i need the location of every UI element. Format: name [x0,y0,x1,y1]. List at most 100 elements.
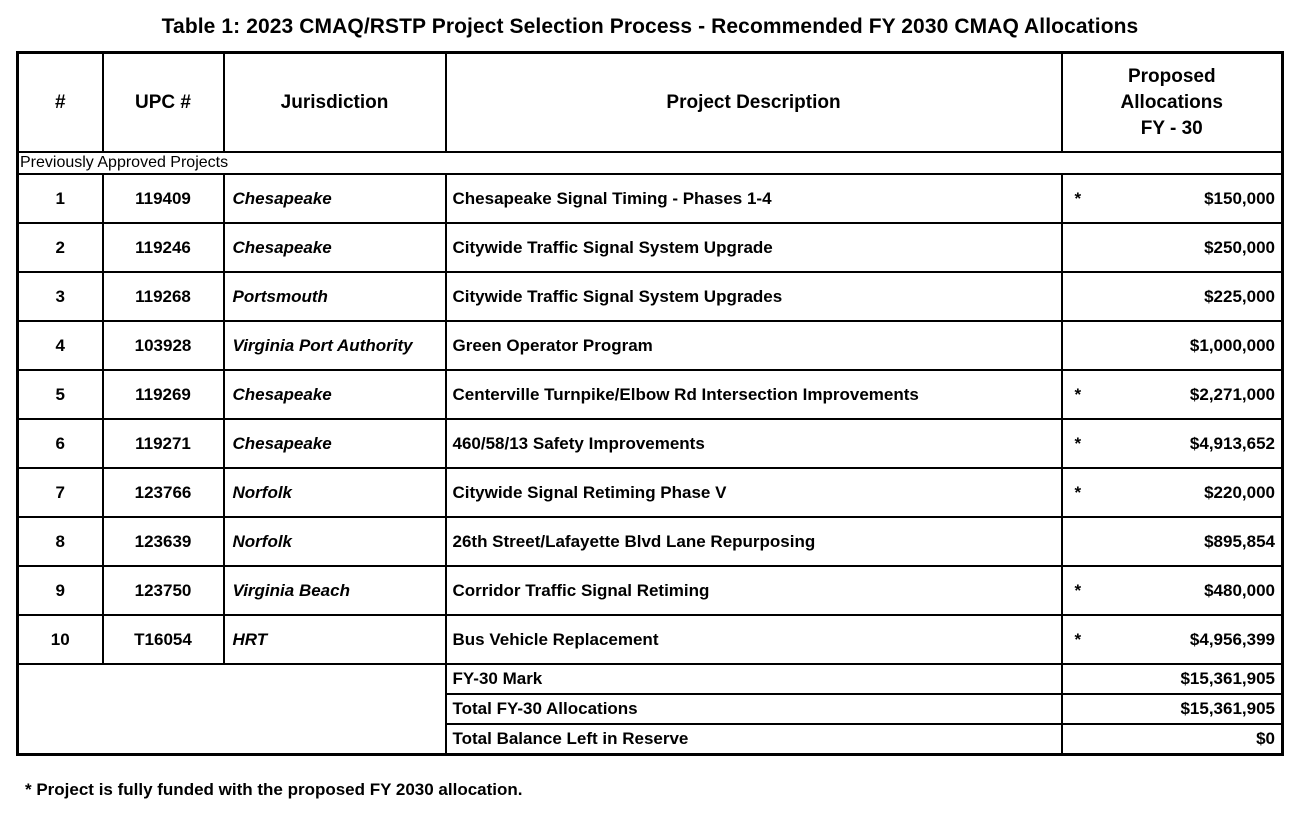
fully-funded-asterisk: * [1074,384,1082,404]
allocation-amount: $220,000 [1204,482,1275,502]
allocation-amount: $225,000 [1204,286,1275,306]
jurisdiction: Chesapeake [222,369,447,420]
upc-number: 119246 [101,222,225,273]
upc-number: 123639 [101,516,225,567]
fully-funded-asterisk: * [1074,482,1082,502]
summary-row-balance: Total Balance Left in Reserve $0 [18,723,1284,756]
summary-value: $15,361,905 [1060,693,1284,725]
footnote: * Project is fully funded with the propo… [25,780,523,799]
allocation-amount: $250,000 [1204,237,1275,257]
summary-row-mark: FY-30 Mark $15,361,905 [16,663,1284,756]
row-number: 7 [16,467,104,518]
upc-number: 119269 [101,369,225,420]
table-row-1: 1 119409 Chesapeake Chesapeake Signal Ti… [16,173,1284,224]
row-number: 8 [16,516,104,567]
table-row-8: 8 123639 Norfolk 26th Street/Lafayette B… [16,516,1284,567]
allocation-cell: * $2,271,000 [1060,369,1284,420]
allocation-amount: $2,271,000 [1189,384,1275,404]
fully-funded-asterisk: * [1074,433,1082,453]
allocation-amount: $895,854 [1204,531,1275,551]
row-number: 2 [16,222,104,273]
table-title: Table 1: 2023 CMAQ/RSTP Project Selectio… [161,15,1139,38]
project-description: Citywide Traffic Signal System Upgrade [444,222,1063,273]
jurisdiction: Norfolk [222,467,447,518]
allocation-cell: * $150,000 [1060,173,1284,224]
allocation-cell: $895,854 [1060,516,1284,567]
allocation-amount: $480,000 [1204,580,1275,600]
section-header-row: Previously Approved Projects [16,151,1284,175]
row-number: 6 [16,418,104,469]
column-header-row: # UPC # Jurisdiction Project Description… [16,51,1284,153]
project-description: Corridor Traffic Signal Retiming [444,565,1063,616]
table-row-2: 2 119246 Chesapeake Citywide Traffic Sig… [16,222,1284,273]
col-header-upc: UPC # [101,51,225,153]
allocation-cell: * $4,956,399 [1060,614,1284,665]
project-description: Chesapeake Signal Timing - Phases 1-4 [444,173,1063,224]
allocation-cell: $225,000 [1060,271,1284,322]
upc-number: 123750 [101,565,225,616]
upc-number: 119409 [101,173,225,224]
col-header-description: Project Description [444,51,1063,153]
project-description: 26th Street/Lafayette Blvd Lane Repurpos… [444,516,1063,567]
col-header-allocations-line1: Proposed [1127,65,1216,87]
allocation-amount: $4,913,652 [1189,433,1275,453]
fully-funded-asterisk: * [1074,629,1082,649]
table-row-7: 7 123766 Norfolk Citywide Signal Retimin… [16,467,1284,518]
empty-merged-cell [16,663,447,756]
project-description: 460/58/13 Safety Improvements [444,418,1063,469]
summary-label: FY-30 Mark [444,663,1063,695]
project-description: Citywide Signal Retiming Phase V [444,467,1063,518]
allocation-amount: $1,000,000 [1189,335,1275,355]
allocation-cell: * $4,913,652 [1060,418,1284,469]
upc-number: 103928 [101,320,225,371]
project-description: Centerville Turnpike/Elbow Rd Intersecti… [444,369,1063,420]
table-row-9: 9 123750 Virginia Beach Corridor Traffic… [16,565,1284,616]
summary-label: Total FY-30 Allocations [444,693,1063,725]
allocation-cell: $250,000 [1060,222,1284,273]
allocations-table: # UPC # Jurisdiction Project Description… [16,51,1284,756]
upc-number: 119268 [101,271,225,322]
row-number: 10 [16,614,104,665]
row-number: 9 [16,565,104,616]
table-row-5: 5 119269 Chesapeake Centerville Turnpike… [16,369,1284,420]
col-header-allocations-line2: Allocations [1120,91,1223,113]
fully-funded-asterisk: * [1074,580,1082,600]
upc-number: 119271 [101,418,225,469]
allocation-cell: * $480,000 [1060,565,1284,616]
col-header-jurisdiction: Jurisdiction [222,51,447,153]
project-description: Bus Vehicle Replacement [444,614,1063,665]
col-header-num: # [16,51,104,153]
summary-label: Total Balance Left in Reserve [444,723,1063,756]
table-row-10: 10 T16054 HRT Bus Vehicle Replacement * … [16,614,1284,665]
allocation-amount: $150,000 [1204,188,1275,208]
summary-value: $15,361,905 [1060,663,1284,695]
col-header-allocations-line3: FY - 30 [1140,117,1203,139]
row-number: 1 [16,173,104,224]
allocation-cell: * $220,000 [1060,467,1284,518]
allocation-cell: $1,000,000 [1060,320,1284,371]
upc-number: T16054 [101,614,225,665]
jurisdiction: Portsmouth [222,271,447,322]
summary-row-total-allocations: Total FY-30 Allocations $15,361,905 [18,693,1284,725]
jurisdiction: HRT [222,614,447,665]
table-row-4: 4 103928 Virginia Port Authority Green O… [16,320,1284,371]
jurisdiction: Norfolk [222,516,447,567]
summary-value: $0 [1060,723,1284,756]
jurisdiction: Chesapeake [222,173,447,224]
row-number: 5 [16,369,104,420]
upc-number: 123766 [101,467,225,518]
allocation-amount: $4,956,399 [1189,629,1275,649]
table-row-6: 6 119271 Chesapeake 460/58/13 Safety Imp… [16,418,1284,469]
table-row-3: 3 119268 Portsmouth Citywide Traffic Sig… [16,271,1284,322]
jurisdiction: Virginia Port Authority [222,320,447,371]
jurisdiction: Virginia Beach [222,565,447,616]
row-number: 3 [16,271,104,322]
fully-funded-asterisk: * [1074,188,1082,208]
row-number: 4 [16,320,104,371]
section-header: Previously Approved Projects [16,151,1284,175]
jurisdiction: Chesapeake [222,222,447,273]
project-description: Citywide Traffic Signal System Upgrades [444,271,1063,322]
project-description: Green Operator Program [444,320,1063,371]
jurisdiction: Chesapeake [222,418,447,469]
